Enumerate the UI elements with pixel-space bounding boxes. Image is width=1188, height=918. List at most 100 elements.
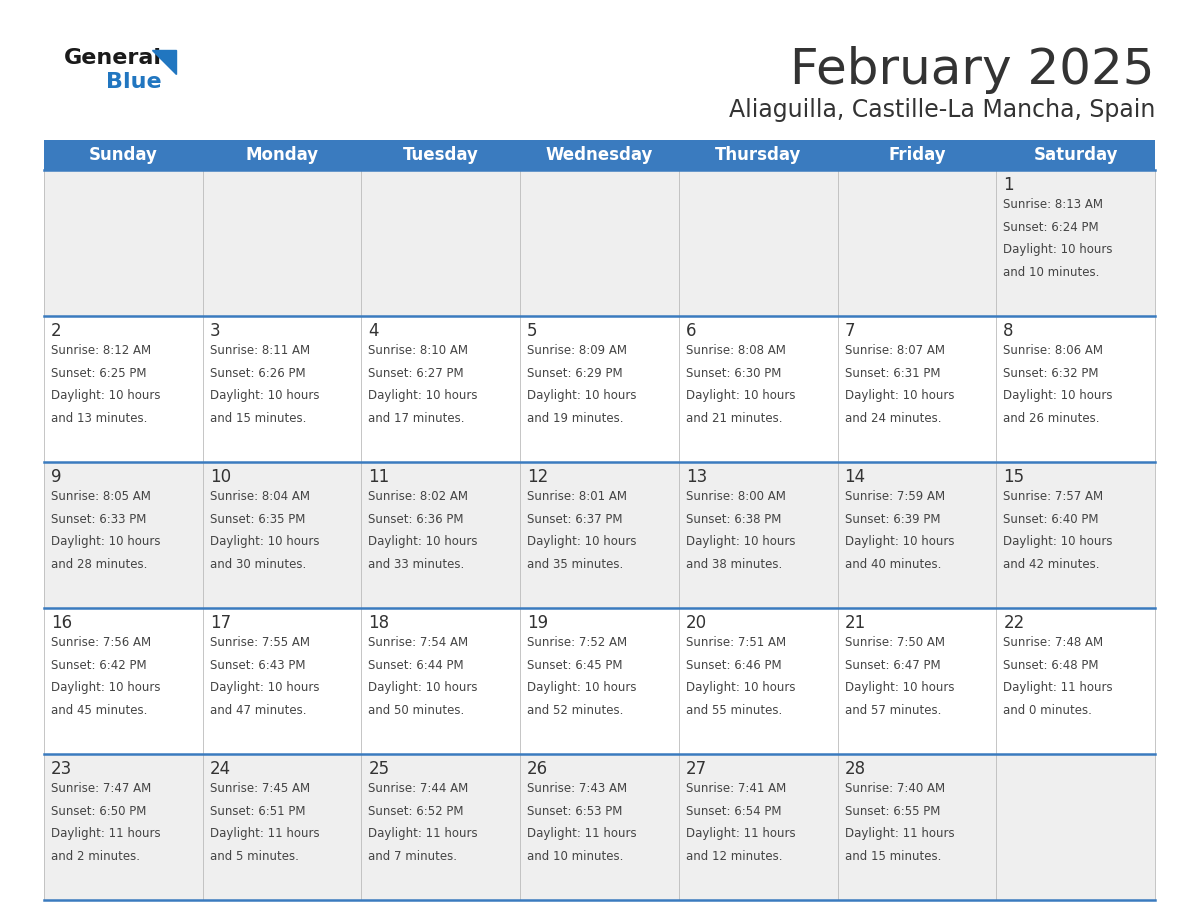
Text: and 33 minutes.: and 33 minutes. [368,558,465,571]
Text: Sunset: 6:44 PM: Sunset: 6:44 PM [368,658,465,672]
Text: Daylight: 10 hours: Daylight: 10 hours [210,535,320,548]
Text: Sunset: 6:52 PM: Sunset: 6:52 PM [368,805,465,818]
Text: Daylight: 10 hours: Daylight: 10 hours [845,681,954,694]
Text: Sunrise: 8:08 AM: Sunrise: 8:08 AM [685,344,785,357]
Text: and 38 minutes.: and 38 minutes. [685,558,782,571]
Text: Sunrise: 7:41 AM: Sunrise: 7:41 AM [685,782,786,795]
Text: 16: 16 [51,614,72,632]
Text: and 17 minutes.: and 17 minutes. [368,412,465,425]
Text: Sunset: 6:25 PM: Sunset: 6:25 PM [51,366,146,380]
Text: Sunrise: 8:05 AM: Sunrise: 8:05 AM [51,490,151,503]
Text: Sunset: 6:53 PM: Sunset: 6:53 PM [527,805,623,818]
Text: Sunrise: 7:44 AM: Sunrise: 7:44 AM [368,782,469,795]
Text: 28: 28 [845,760,866,778]
Text: Blue: Blue [106,72,162,92]
Bar [44,608,1155,754]
Text: Daylight: 10 hours: Daylight: 10 hours [1004,243,1113,256]
Text: 26: 26 [527,760,549,778]
Text: Sunrise: 7:51 AM: Sunrise: 7:51 AM [685,636,786,649]
Text: Sunday: Sunday [89,146,158,164]
Text: Daylight: 11 hours: Daylight: 11 hours [1004,681,1113,694]
Text: and 50 minutes.: and 50 minutes. [368,704,465,717]
Text: 12: 12 [527,468,549,486]
Text: Saturday: Saturday [1034,146,1118,164]
Text: Sunset: 6:39 PM: Sunset: 6:39 PM [845,512,940,526]
Text: Daylight: 10 hours: Daylight: 10 hours [685,681,795,694]
Text: and 26 minutes.: and 26 minutes. [1004,412,1100,425]
Text: Daylight: 10 hours: Daylight: 10 hours [51,681,160,694]
Text: Sunrise: 8:04 AM: Sunrise: 8:04 AM [210,490,310,503]
Text: 18: 18 [368,614,390,632]
Text: 9: 9 [51,468,62,486]
Text: Sunrise: 8:11 AM: Sunrise: 8:11 AM [210,344,310,357]
Text: Sunrise: 8:01 AM: Sunrise: 8:01 AM [527,490,627,503]
Text: 3: 3 [210,322,220,340]
Text: Daylight: 10 hours: Daylight: 10 hours [368,535,478,548]
Text: February 2025: February 2025 [790,46,1155,94]
Text: Daylight: 10 hours: Daylight: 10 hours [51,535,160,548]
Text: Sunrise: 8:09 AM: Sunrise: 8:09 AM [527,344,627,357]
Text: 24: 24 [210,760,230,778]
Text: Sunset: 6:35 PM: Sunset: 6:35 PM [210,512,305,526]
Text: Daylight: 11 hours: Daylight: 11 hours [368,827,478,840]
Text: and 42 minutes.: and 42 minutes. [1004,558,1100,571]
Text: Sunset: 6:45 PM: Sunset: 6:45 PM [527,658,623,672]
Text: 8: 8 [1004,322,1013,340]
Text: Sunrise: 8:06 AM: Sunrise: 8:06 AM [1004,344,1104,357]
Text: and 55 minutes.: and 55 minutes. [685,704,782,717]
Text: Daylight: 10 hours: Daylight: 10 hours [527,681,637,694]
Text: Daylight: 11 hours: Daylight: 11 hours [845,827,954,840]
Text: Daylight: 11 hours: Daylight: 11 hours [527,827,637,840]
Text: 11: 11 [368,468,390,486]
Text: and 10 minutes.: and 10 minutes. [1004,266,1100,279]
Bar [44,170,1155,316]
Text: Sunrise: 7:56 AM: Sunrise: 7:56 AM [51,636,151,649]
Text: and 0 minutes.: and 0 minutes. [1004,704,1092,717]
Text: and 24 minutes.: and 24 minutes. [845,412,941,425]
Text: Daylight: 10 hours: Daylight: 10 hours [210,681,320,694]
Text: Daylight: 10 hours: Daylight: 10 hours [1004,535,1113,548]
Text: 20: 20 [685,614,707,632]
Text: Sunset: 6:31 PM: Sunset: 6:31 PM [845,366,940,380]
Text: Sunset: 6:37 PM: Sunset: 6:37 PM [527,512,623,526]
Text: Sunset: 6:51 PM: Sunset: 6:51 PM [210,805,305,818]
Text: and 19 minutes.: and 19 minutes. [527,412,624,425]
Text: 4: 4 [368,322,379,340]
Text: 15: 15 [1004,468,1024,486]
Text: Friday: Friday [889,146,946,164]
Text: Sunrise: 8:13 AM: Sunrise: 8:13 AM [1004,198,1104,211]
Text: Sunset: 6:30 PM: Sunset: 6:30 PM [685,366,782,380]
Text: and 15 minutes.: and 15 minutes. [845,850,941,863]
Text: Sunrise: 7:43 AM: Sunrise: 7:43 AM [527,782,627,795]
Text: and 45 minutes.: and 45 minutes. [51,704,147,717]
Bar [44,140,1155,170]
Text: 25: 25 [368,760,390,778]
Text: Daylight: 10 hours: Daylight: 10 hours [685,535,795,548]
Text: and 12 minutes.: and 12 minutes. [685,850,783,863]
Text: Sunset: 6:32 PM: Sunset: 6:32 PM [1004,366,1099,380]
Text: Sunrise: 7:48 AM: Sunrise: 7:48 AM [1004,636,1104,649]
Text: Daylight: 10 hours: Daylight: 10 hours [51,389,160,402]
Text: Thursday: Thursday [715,146,802,164]
Text: Sunset: 6:36 PM: Sunset: 6:36 PM [368,512,465,526]
Text: Daylight: 10 hours: Daylight: 10 hours [1004,389,1113,402]
Text: Sunset: 6:24 PM: Sunset: 6:24 PM [1004,220,1099,233]
Text: Daylight: 11 hours: Daylight: 11 hours [210,827,320,840]
Text: 5: 5 [527,322,538,340]
Text: Sunrise: 8:00 AM: Sunrise: 8:00 AM [685,490,785,503]
Text: and 7 minutes.: and 7 minutes. [368,850,457,863]
Text: Sunrise: 7:55 AM: Sunrise: 7:55 AM [210,636,310,649]
Text: Sunrise: 7:59 AM: Sunrise: 7:59 AM [845,490,944,503]
Text: Sunset: 6:38 PM: Sunset: 6:38 PM [685,512,782,526]
Text: 6: 6 [685,322,696,340]
Text: Sunset: 6:40 PM: Sunset: 6:40 PM [1004,512,1099,526]
Text: and 30 minutes.: and 30 minutes. [210,558,307,571]
Text: Monday: Monday [246,146,318,164]
Text: 19: 19 [527,614,549,632]
Text: Sunset: 6:46 PM: Sunset: 6:46 PM [685,658,782,672]
Text: Sunset: 6:42 PM: Sunset: 6:42 PM [51,658,146,672]
Text: Sunrise: 7:45 AM: Sunrise: 7:45 AM [210,782,310,795]
Text: Tuesday: Tuesday [403,146,479,164]
Text: Daylight: 10 hours: Daylight: 10 hours [368,681,478,694]
Text: 7: 7 [845,322,855,340]
